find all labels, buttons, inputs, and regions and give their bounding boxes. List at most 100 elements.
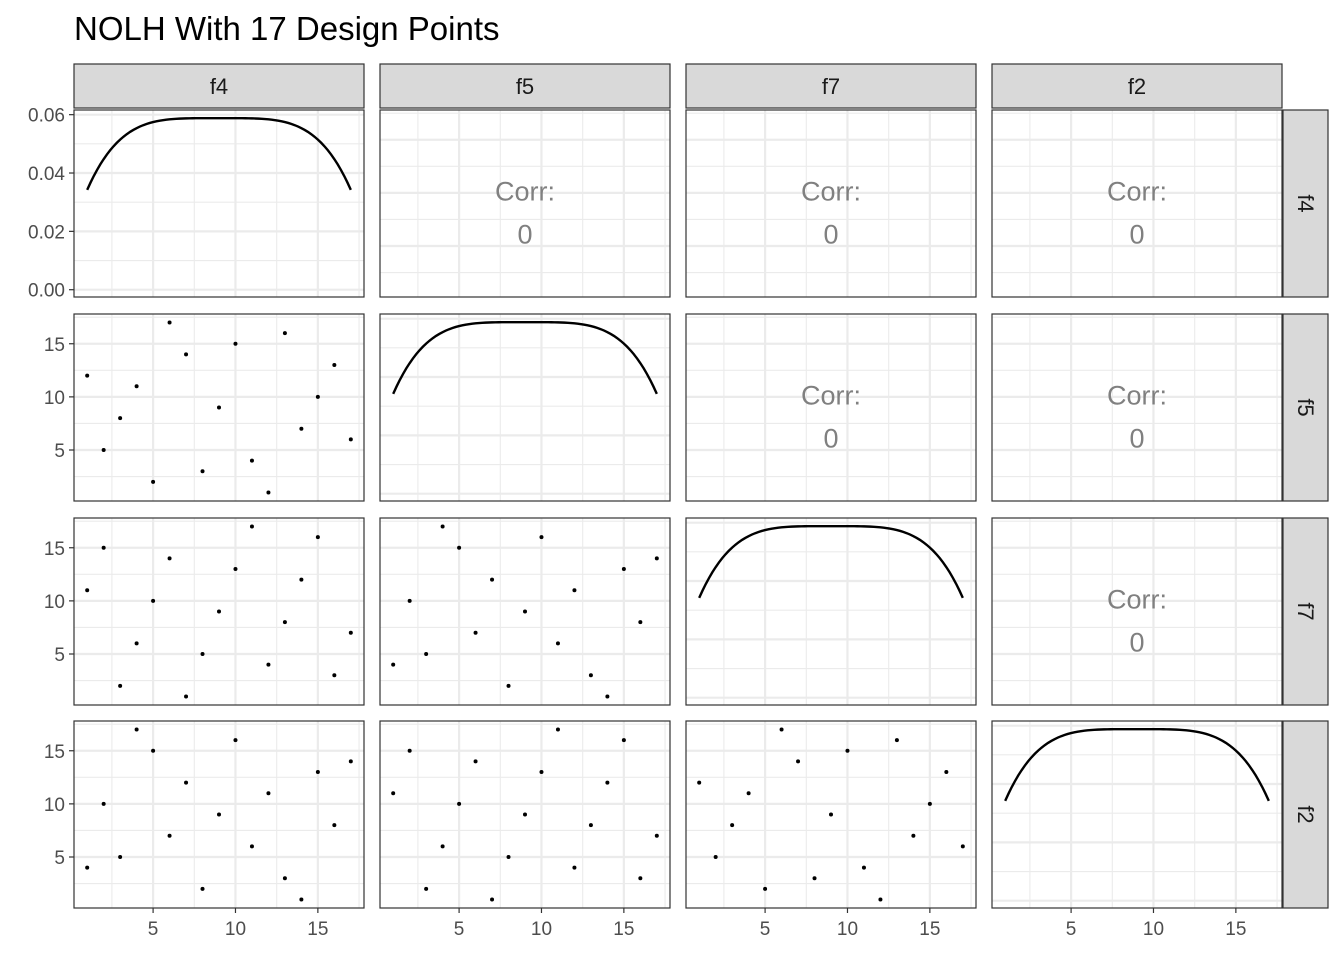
data-point [829, 812, 833, 817]
x-tick-label: 15 [307, 919, 328, 940]
x-tick-label: 5 [148, 919, 159, 940]
data-point [894, 738, 899, 743]
scatter-f7-vs-f4 [85, 524, 353, 699]
data-point [134, 384, 139, 389]
panel-border [991, 720, 1283, 909]
column-strip-f7 [685, 63, 977, 109]
panel-background [686, 314, 976, 501]
column-strip-f5 [379, 63, 671, 109]
panel-background [686, 110, 976, 297]
data-point [697, 780, 702, 785]
x-tick-label: 10 [225, 919, 246, 940]
panel-border [991, 109, 1283, 298]
data-point [282, 876, 287, 881]
data-point [101, 801, 106, 806]
data-point [134, 641, 139, 646]
panel-border [685, 517, 977, 706]
data-point [299, 577, 304, 582]
column-strip-label-f7: f7 [822, 74, 840, 99]
y-tick-label: 5 [54, 645, 65, 666]
y-tick-label: 0.04 [28, 164, 65, 185]
grid-lines [74, 518, 364, 705]
corr-label: Corr: [495, 177, 555, 207]
data-point [151, 748, 156, 753]
panel-border [379, 313, 671, 502]
grid-lines [380, 110, 670, 297]
x-tick-label: 5 [454, 919, 465, 940]
data-point [539, 535, 544, 540]
corr-value: 0 [1129, 628, 1144, 658]
data-point [184, 694, 189, 699]
column-strip-f4 [73, 63, 365, 109]
corr-label: Corr: [1107, 177, 1167, 207]
corr-value: 0 [823, 424, 838, 454]
column-strip-label-f4: f4 [210, 74, 228, 99]
grid-lines [74, 721, 364, 908]
panel-background [686, 518, 976, 705]
row-strip-label-f4: f4 [1293, 194, 1318, 212]
data-point [151, 479, 156, 484]
x-tick-label: 15 [919, 919, 940, 940]
data-point [555, 641, 560, 646]
row-strip-label-f7: f7 [1293, 602, 1318, 620]
data-point [621, 738, 626, 743]
grid-lines [992, 314, 1282, 501]
x-tick-label: 10 [837, 919, 858, 940]
data-point [506, 855, 511, 859]
data-point [85, 588, 90, 593]
data-point [391, 791, 396, 796]
data-point [315, 394, 320, 399]
data-point [200, 886, 205, 891]
data-point [424, 886, 429, 891]
data-point [85, 865, 90, 870]
column-strip-label-f2: f2 [1128, 74, 1146, 99]
data-point [960, 844, 965, 849]
y-tick-label: 10 [44, 795, 65, 816]
data-point [911, 833, 916, 838]
panel-background [992, 314, 1282, 501]
density-curve-f2 [1004, 727, 1270, 802]
y-tick-label: 5 [54, 848, 65, 869]
data-point [118, 683, 123, 688]
y-tick-label: 10 [44, 388, 65, 409]
panel-border [73, 109, 365, 298]
data-point [588, 823, 593, 828]
data-point [266, 662, 271, 667]
data-point [861, 865, 866, 870]
data-point [473, 759, 478, 764]
y-tick-label: 15 [44, 742, 65, 763]
y-tick-label: 10 [44, 592, 65, 613]
x-tick-label: 15 [613, 919, 634, 940]
x-tick-label: 10 [1143, 919, 1164, 940]
data-point [249, 844, 254, 849]
data-point [588, 673, 593, 678]
column-strip-label-f5: f5 [516, 74, 534, 99]
panel-border [73, 720, 365, 909]
data-point [101, 545, 106, 550]
data-point [332, 673, 337, 678]
data-point [944, 770, 949, 774]
data-point [233, 567, 238, 571]
x-tick-label: 10 [531, 919, 552, 940]
data-point [490, 577, 495, 582]
data-point [249, 524, 254, 529]
scatter-f7-vs-f5 [391, 524, 659, 699]
panel-border [685, 720, 977, 909]
data-point [167, 320, 172, 325]
panel-border [685, 313, 977, 502]
data-point [233, 341, 238, 346]
y-tick-label: 15 [44, 335, 65, 356]
data-point [539, 770, 544, 774]
panel-border [379, 720, 671, 909]
grid-lines [74, 314, 364, 501]
data-point [506, 683, 511, 688]
data-point [746, 791, 751, 796]
column-strip-f2 [991, 63, 1283, 109]
grid-lines [992, 110, 1282, 297]
data-point [605, 780, 610, 785]
data-point [638, 620, 643, 625]
grid-lines [686, 110, 976, 297]
data-point [523, 609, 527, 614]
y-tick-label: 15 [44, 539, 65, 560]
